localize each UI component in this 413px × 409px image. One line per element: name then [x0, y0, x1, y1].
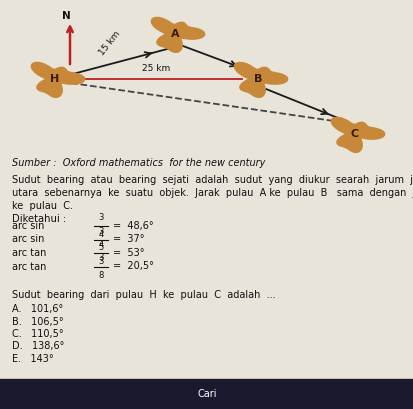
- Polygon shape: [31, 63, 85, 97]
- Text: 3: 3: [99, 227, 104, 236]
- Text: 15 km: 15 km: [97, 29, 122, 58]
- Text: =  20,5°: = 20,5°: [113, 261, 154, 272]
- Text: 3: 3: [99, 213, 104, 222]
- Polygon shape: [234, 63, 287, 97]
- Polygon shape: [330, 117, 384, 153]
- Text: 3: 3: [99, 257, 104, 266]
- Text: arc sin: arc sin: [12, 221, 48, 231]
- Text: 8: 8: [99, 270, 104, 279]
- Text: arc tan: arc tan: [12, 261, 50, 272]
- Text: =  37°: = 37°: [113, 234, 145, 245]
- Text: A: A: [170, 29, 179, 39]
- Polygon shape: [151, 18, 204, 52]
- Text: B: B: [253, 74, 261, 84]
- Text: 4: 4: [99, 230, 104, 239]
- Text: A.   101,6°: A. 101,6°: [12, 304, 64, 314]
- Text: C: C: [350, 129, 358, 139]
- Text: Sumber :  Oxford mathematics  for the new century: Sumber : Oxford mathematics for the new …: [12, 158, 265, 168]
- Text: N: N: [62, 11, 71, 21]
- Text: utara  sebenarnya  ke  suatu  objek.  Jarak  pulau  A ke  pulau  B   sama  denga: utara sebenarnya ke suatu objek. Jarak p…: [12, 188, 413, 198]
- Text: ke  pulau  C.: ke pulau C.: [12, 201, 73, 211]
- Text: B.   106,5°: B. 106,5°: [12, 317, 64, 326]
- Text: 5: 5: [99, 243, 104, 252]
- Text: arc sin: arc sin: [12, 234, 48, 245]
- Text: E.   143°: E. 143°: [12, 354, 54, 364]
- Text: Cari: Cari: [197, 389, 216, 399]
- Text: 4: 4: [99, 240, 104, 249]
- Text: Sudut  bearing  atau  bearing  sejati  adalah  sudut  yang  diukur  searah  jaru: Sudut bearing atau bearing sejati adalah…: [12, 175, 413, 185]
- Text: 3: 3: [99, 254, 104, 263]
- Text: arc tan: arc tan: [12, 248, 50, 258]
- Text: H: H: [50, 74, 59, 84]
- Text: D.   138,6°: D. 138,6°: [12, 342, 65, 351]
- Text: Diketahui :: Diketahui :: [12, 214, 66, 224]
- Text: 25 km: 25 km: [142, 64, 170, 73]
- Text: =  53°: = 53°: [113, 248, 145, 258]
- Text: C.   110,5°: C. 110,5°: [12, 329, 64, 339]
- Text: Sudut  bearing  dari  pulau  H  ke  pulau  C  adalah  ...: Sudut bearing dari pulau H ke pulau C ad…: [12, 290, 275, 300]
- Text: =  48,6°: = 48,6°: [113, 221, 154, 231]
